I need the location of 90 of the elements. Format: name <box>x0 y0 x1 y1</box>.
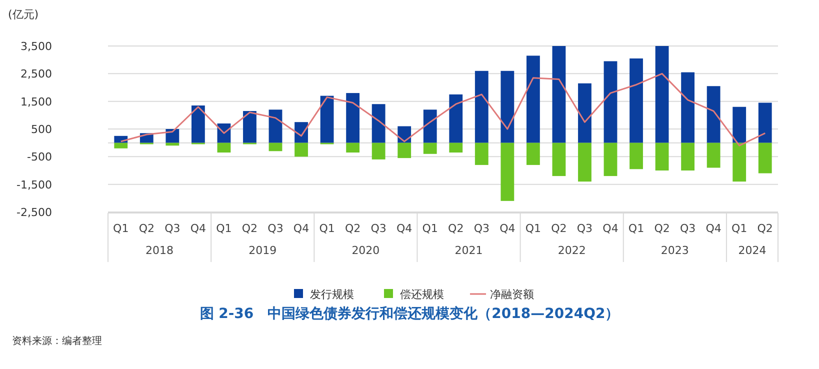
bar <box>706 142 720 168</box>
bar <box>166 142 180 146</box>
x-tick-label: Q1 <box>422 222 438 235</box>
y-tick-label: -500 <box>27 150 52 164</box>
legend-label: 净融资额 <box>490 288 534 301</box>
bar <box>449 142 463 153</box>
bar <box>243 111 256 143</box>
text: 2023 <box>660 244 689 257</box>
x-tick-label: Q3 <box>474 222 490 235</box>
x-tick-label: Q2 <box>654 222 670 235</box>
bar <box>372 104 386 143</box>
text: 2019 <box>248 244 277 257</box>
x-tick-label: Q1 <box>525 222 542 235</box>
y-tick-label: 2,500 <box>20 68 52 81</box>
bar <box>526 142 540 165</box>
x-tick-label: Q1 <box>732 222 748 235</box>
text: 2021 <box>454 244 483 257</box>
text: 图 2-36 中国绿色债券发行和偿还规模变化（2018—2024Q2） <box>200 305 620 322</box>
bar <box>630 142 643 170</box>
bar <box>320 96 334 143</box>
bar <box>681 72 695 143</box>
bar <box>423 110 437 143</box>
bar <box>217 142 231 153</box>
x-tick-label: Q4 <box>602 222 618 235</box>
x-tick-label: Q3 <box>370 222 386 235</box>
bar <box>732 142 746 182</box>
x-tick-label: Q3 <box>268 222 284 235</box>
bar <box>268 142 282 152</box>
bar <box>732 106 746 143</box>
bar <box>346 93 360 143</box>
bar <box>552 142 566 176</box>
y-tick-label: -2,500 <box>16 206 52 219</box>
legend-label: 偿还规模 <box>400 288 444 301</box>
x-tick-label: Q4 <box>706 222 722 235</box>
x-tick-label: Q4 <box>396 222 412 235</box>
bar <box>526 56 540 143</box>
legend-label: 发行规模 <box>310 288 354 301</box>
line-series <box>120 72 766 146</box>
x-tick-label: Q3 <box>680 222 696 235</box>
y-tick-label: 3,500 <box>20 40 52 53</box>
x-tick-label: Q4 <box>500 222 516 235</box>
text: 2022 <box>558 244 586 257</box>
y-tick-label: 1,500 <box>20 95 52 108</box>
bar <box>630 58 643 143</box>
bar <box>655 142 669 170</box>
x-tick-label: Q2 <box>242 222 258 235</box>
x-tick-label: Q1 <box>628 222 644 235</box>
y-tick-label: 500 <box>31 123 52 136</box>
text: 2018 <box>146 244 174 257</box>
bar <box>474 70 488 143</box>
x-tick-label: Q2 <box>344 222 361 235</box>
x-tick-label: Q2 <box>757 222 773 235</box>
x-tick-label: Q4 <box>190 222 206 235</box>
bar <box>166 129 180 143</box>
text: 2024 <box>738 244 766 257</box>
x-tick-label: Q2 <box>551 222 567 235</box>
x-tick-label: Q1 <box>319 222 335 235</box>
bar <box>423 142 437 154</box>
x-tick-label: Q4 <box>293 222 310 235</box>
x-tick-label: Q1 <box>113 222 129 235</box>
bar <box>500 70 514 143</box>
bar <box>346 142 360 153</box>
y-axis-title: (亿元) <box>8 8 39 21</box>
y-tick-label: -1,500 <box>16 178 52 192</box>
text: 资料来源：编者整理 <box>12 335 102 347</box>
bar <box>372 142 386 160</box>
x-tick-label: Q3 <box>576 222 593 235</box>
bar <box>706 86 720 143</box>
bar <box>604 142 618 176</box>
bar <box>114 142 128 148</box>
bar <box>758 142 772 174</box>
bar <box>604 61 618 143</box>
text: 2020 <box>352 244 380 257</box>
bar <box>268 110 282 143</box>
bar <box>474 142 488 165</box>
bar <box>449 94 463 143</box>
bar <box>398 142 412 158</box>
bar <box>552 46 566 143</box>
bar <box>578 142 592 182</box>
bar <box>294 142 308 157</box>
x-tick-label: Q2 <box>138 222 154 235</box>
bar <box>578 83 592 143</box>
bar <box>500 142 514 201</box>
x-tick-label: Q3 <box>164 222 180 235</box>
x-tick-label: Q2 <box>448 222 464 235</box>
bar <box>681 142 695 170</box>
bar <box>655 46 669 143</box>
x-tick-label: Q1 <box>216 222 232 235</box>
bar <box>191 105 205 143</box>
bar <box>758 102 772 143</box>
